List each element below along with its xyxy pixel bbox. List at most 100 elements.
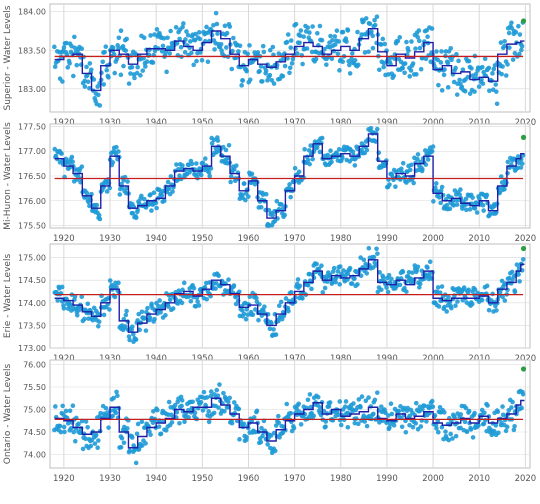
data-point xyxy=(188,298,194,304)
data-point xyxy=(498,40,504,45)
data-point xyxy=(131,331,136,337)
data-point xyxy=(293,295,298,300)
data-point xyxy=(116,149,121,154)
data-point xyxy=(310,156,315,162)
x-tick-label: 1970 xyxy=(284,474,306,484)
data-point xyxy=(368,125,374,131)
data-point xyxy=(161,36,167,41)
data-point xyxy=(205,59,211,65)
data-point xyxy=(193,161,199,166)
x-tick-label: 1970 xyxy=(284,118,306,128)
data-point xyxy=(516,23,521,29)
data-point xyxy=(269,77,275,83)
y-tick-label: 183.00 xyxy=(18,85,46,94)
x-tick-label: 2000 xyxy=(422,474,444,484)
data-point xyxy=(267,47,273,53)
data-point xyxy=(345,28,351,33)
data-point xyxy=(274,198,280,204)
data-point xyxy=(52,64,58,70)
data-point xyxy=(451,79,457,85)
data-point xyxy=(448,431,453,437)
x-tick-label: 1960 xyxy=(238,118,260,128)
data-point xyxy=(443,49,449,54)
data-point xyxy=(317,405,323,410)
data-point xyxy=(375,251,380,256)
x-tick-label: 2010 xyxy=(468,474,490,484)
data-point xyxy=(442,67,447,72)
data-point xyxy=(458,412,464,417)
data-point xyxy=(486,65,492,71)
data-point xyxy=(285,56,290,61)
data-point xyxy=(276,303,282,309)
data-point xyxy=(482,410,487,416)
data-point xyxy=(57,423,63,429)
y-tick-label: 74.50 xyxy=(23,428,46,437)
data-point xyxy=(483,417,488,423)
data-point xyxy=(370,33,376,39)
data-point xyxy=(331,265,337,271)
data-point xyxy=(216,405,221,410)
x-tick-label: 1970 xyxy=(284,234,306,244)
data-point xyxy=(421,403,427,409)
data-point xyxy=(375,289,381,295)
y-tick-label: 176.50 xyxy=(18,172,46,181)
data-point xyxy=(293,21,299,27)
data-point xyxy=(453,433,459,439)
x-tick-label: 1930 xyxy=(99,474,121,484)
data-point xyxy=(418,424,424,429)
data-point xyxy=(485,403,490,408)
data-point xyxy=(351,401,356,406)
data-point xyxy=(374,126,380,132)
data-point xyxy=(438,200,443,206)
data-point xyxy=(409,39,414,44)
x-tick-label: 1960 xyxy=(238,474,260,484)
y-tick-label: 76.00 xyxy=(23,361,46,370)
data-point xyxy=(135,64,140,70)
data-point xyxy=(343,399,349,404)
data-point xyxy=(358,255,363,260)
data-point xyxy=(258,204,264,210)
data-point xyxy=(61,306,67,311)
data-point xyxy=(91,77,97,82)
data-point xyxy=(221,390,226,396)
data-point xyxy=(206,409,211,414)
data-point xyxy=(514,262,520,267)
x-tick-label: 1920 xyxy=(53,474,75,484)
data-point xyxy=(397,35,403,40)
x-tick-label: 1950 xyxy=(191,118,213,128)
data-point xyxy=(352,57,358,63)
data-point xyxy=(434,426,439,431)
data-point xyxy=(334,28,340,33)
data-point xyxy=(284,401,290,407)
data-point xyxy=(335,51,341,56)
data-point xyxy=(404,39,409,45)
data-point xyxy=(139,309,145,315)
data-point xyxy=(285,32,291,37)
data-point xyxy=(497,190,503,195)
data-point xyxy=(63,408,69,414)
data-point xyxy=(126,81,132,86)
data-point xyxy=(239,307,245,313)
data-point xyxy=(308,404,314,410)
data-point xyxy=(58,429,64,435)
data-point xyxy=(439,424,445,430)
data-point xyxy=(510,399,515,405)
data-point xyxy=(506,30,512,36)
latest-observation-point xyxy=(520,134,527,140)
y-tick-label: 183.50 xyxy=(18,46,46,55)
data-point xyxy=(445,60,451,66)
data-point xyxy=(484,192,490,198)
y-tick-label: 175.50 xyxy=(18,222,46,231)
data-point xyxy=(165,35,170,41)
data-point xyxy=(466,287,471,293)
data-point xyxy=(297,283,303,289)
data-point xyxy=(76,421,81,427)
chart-panel-3: 1920 1930 1940 1950 1960 1970 1980 1990 2000 2010… xyxy=(3,243,536,364)
data-point xyxy=(516,272,521,277)
data-point xyxy=(500,64,505,69)
x-tick-label: 1980 xyxy=(330,118,352,128)
latest-observation-point xyxy=(520,18,527,24)
data-point xyxy=(284,39,290,45)
data-point xyxy=(470,435,476,440)
data-point xyxy=(439,184,445,190)
